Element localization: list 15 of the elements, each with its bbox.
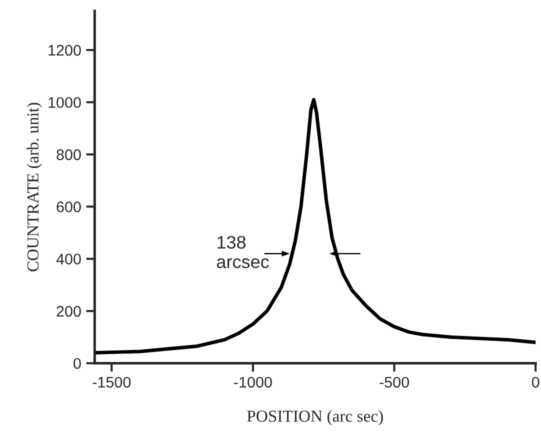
x-tick-label: -1500 [92,376,131,388]
y-tick-label: 200 [56,306,81,317]
x-tick-label: -1000 [234,376,272,388]
y-tick-label: 800 [56,149,81,160]
y-tick-label: 0 [74,358,81,369]
y-tick-label: 1200 [48,44,81,56]
x-tick-label: 0 [532,376,540,388]
x-axis-title: POSITION (arc sec) [247,410,383,426]
y-tick-label: 1000 [48,97,81,108]
line-series [94,98,536,355]
y-axis-title: COUNTRATE (arb. unit) [26,102,42,272]
y-tick-label: 600 [56,201,81,212]
y-tick-label: 400 [56,254,81,265]
annotation: 138 arcsec [216,236,269,268]
x-tick-label: -500 [380,376,409,388]
